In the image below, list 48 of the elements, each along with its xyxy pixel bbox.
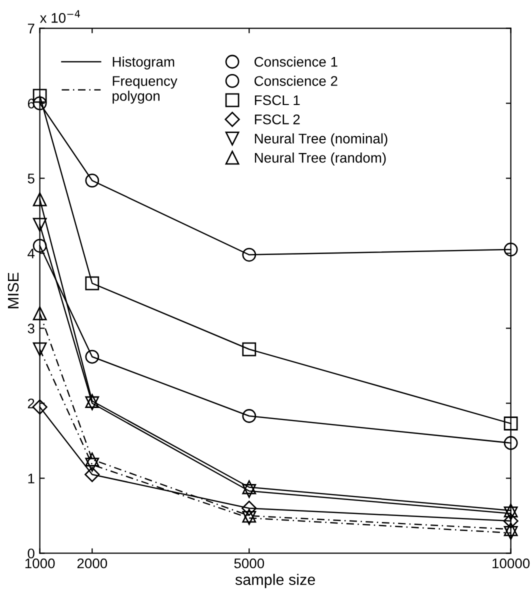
point: [32, 342, 47, 356]
x-tick-label: 10000: [492, 558, 530, 568]
point: [32, 192, 47, 206]
point: [504, 526, 518, 540]
point: [242, 508, 256, 523]
point: [503, 513, 518, 529]
annotation: Histogram: [112, 56, 174, 70]
point: [85, 458, 100, 472]
point: [242, 480, 256, 494]
point: [85, 276, 100, 290]
point: [504, 522, 518, 536]
point: [32, 218, 47, 232]
point: [504, 506, 518, 520]
point: [32, 238, 47, 253]
x-tick-label: 2000: [77, 558, 108, 568]
y-axis-title: MISE: [8, 272, 19, 308]
x-axis-title: sample size: [235, 574, 315, 588]
y-tick-label: 0: [28, 548, 34, 558]
point: [242, 500, 257, 516]
legend-label: FSCL 2: [254, 114, 300, 124]
legend-label: Conscience 1: [254, 56, 338, 67]
point: [504, 242, 518, 256]
y-tick-label: 1: [28, 474, 34, 484]
annotation: Frequency polygon: [112, 76, 178, 104]
legend-label: FSCL 1: [254, 95, 300, 106]
x-tick-label: 1000: [25, 558, 55, 568]
legend-label: Neural Tree (random): [254, 152, 386, 166]
point: [504, 504, 518, 518]
point: [32, 96, 47, 110]
text: x 10$^{−4}$: [40, 10, 80, 23]
legend-label: Neural Tree (nominal): [254, 133, 388, 146]
point: [504, 436, 518, 450]
y-tick-label: 4: [28, 248, 35, 258]
point: [85, 174, 100, 188]
point: [85, 396, 100, 410]
y-tick-label: 5: [28, 174, 34, 184]
y-tick-label: 7: [28, 24, 34, 34]
point: [32, 88, 47, 103]
point: [32, 306, 47, 320]
point: [84, 466, 100, 482]
y-tick-label: 3: [28, 324, 34, 334]
point: [85, 350, 100, 364]
x-tick-label: 5000: [234, 558, 264, 568]
point: [242, 248, 256, 262]
point: [242, 342, 256, 356]
point: [504, 416, 518, 430]
legend-label: Conscience 2: [254, 76, 338, 86]
point: [242, 409, 256, 423]
